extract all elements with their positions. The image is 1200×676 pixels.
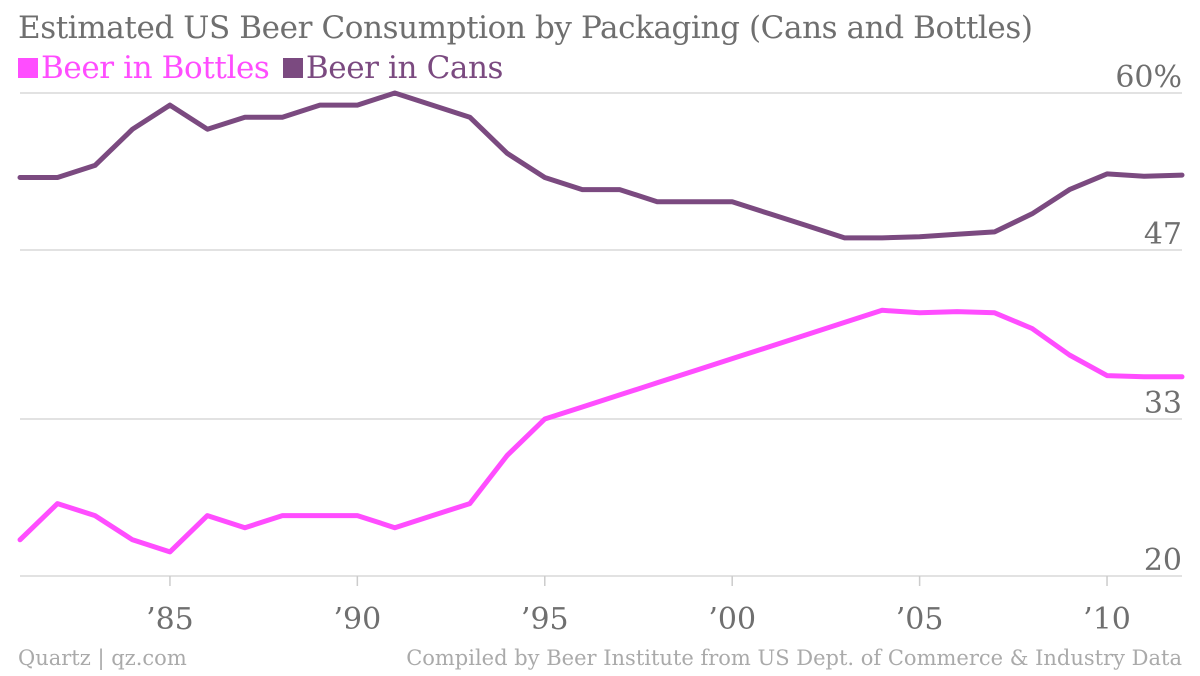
footer-source: Compiled by Beer Institute from US Dept.… bbox=[406, 646, 1182, 670]
gridlines bbox=[20, 92, 1182, 586]
x-tick-label: ’90 bbox=[333, 602, 381, 637]
legend-swatch-cans bbox=[282, 58, 303, 78]
x-tick-label: ’85 bbox=[146, 602, 194, 637]
legend: Beer in Bottles Beer in Cans bbox=[18, 50, 507, 86]
legend-swatch-bottles bbox=[18, 58, 38, 78]
chart-title: Estimated US Beer Consumption by Packagi… bbox=[18, 10, 1033, 46]
y-tick-label: 20 bbox=[1144, 543, 1182, 578]
legend-label-cans: Beer in Cans bbox=[305, 50, 504, 86]
y-tick-label: 33 bbox=[1144, 386, 1182, 421]
series-lines bbox=[17, 90, 1185, 555]
y-tick-label: 47 bbox=[1144, 217, 1182, 252]
x-tick-label: ’05 bbox=[896, 602, 944, 637]
x-axis-tick-labels: ’85 ’90 ’95 ’00 ’05 ’10 bbox=[146, 602, 1131, 637]
y-axis-tick-labels: 60% 47 33 20 bbox=[1115, 60, 1182, 578]
legend-item-bottles: Beer in Bottles bbox=[18, 50, 279, 86]
x-tick-label: ’95 bbox=[521, 602, 569, 637]
series-line-bottles bbox=[17, 307, 1185, 555]
y-tick-label: 60% bbox=[1115, 60, 1182, 95]
legend-label-bottles: Beer in Bottles bbox=[41, 50, 270, 86]
series-line-cans bbox=[17, 90, 1185, 241]
legend-item-cans: Beer in Cans bbox=[282, 50, 504, 86]
footer-credit: Quartz | qz.com bbox=[18, 646, 187, 670]
x-tick-label: ’00 bbox=[708, 602, 756, 637]
x-tick-label: ’10 bbox=[1083, 602, 1131, 637]
